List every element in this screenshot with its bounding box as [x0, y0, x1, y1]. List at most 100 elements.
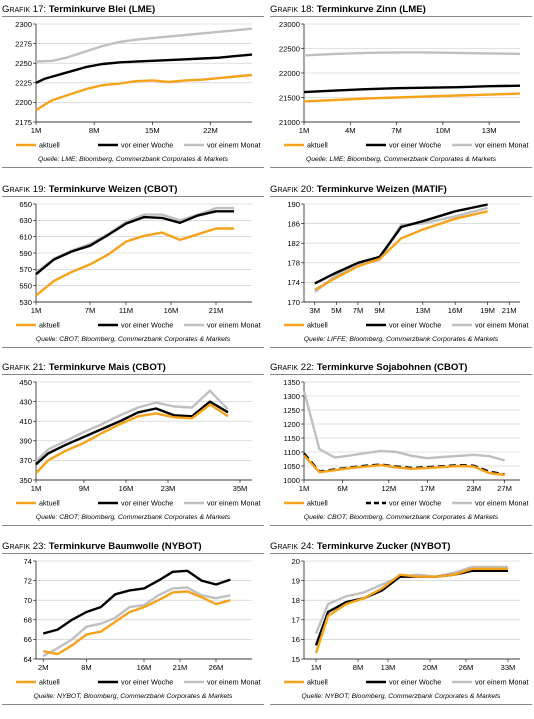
chart-svg: 64 66 68 70 72 74 2M 8M 16M 21M 26M aktuell vor eine…	[16, 557, 261, 687]
x-tick-label: 21M	[173, 663, 188, 672]
chart-title: Grafik 20: Terminkurve Weizen (MATIF)	[270, 184, 532, 197]
series-line-woche	[35, 53, 253, 84]
y-tick-label: 370	[19, 456, 32, 465]
title-rule	[2, 553, 264, 554]
series-line-aktuell	[35, 73, 253, 112]
x-tick-label: 9M	[374, 306, 385, 315]
legend-label: vor einer Woche	[389, 321, 441, 330]
chart-title-text: Terminkurve Weizen (CBOT)	[48, 184, 178, 195]
y-tick-label: 410	[19, 417, 32, 426]
x-tick-label: 10M	[435, 126, 450, 135]
chart-number: Grafik 18:	[270, 4, 315, 15]
y-tick-label: 178	[287, 259, 300, 268]
chart-number: Grafik 22:	[270, 362, 315, 373]
chart-panel-p22: Grafik 22: Terminkurve Sojabohnen (CBOT)…	[270, 362, 532, 540]
title-rule	[270, 374, 532, 375]
chart-panel-p23: Grafik 23: Terminkurve Baumwolle (NYBOT)…	[2, 541, 264, 719]
chart-title-text: Terminkurve Sojabohnen (CBOT)	[316, 362, 468, 373]
y-tick-label: 22500	[279, 44, 300, 53]
x-tick-label: 6M	[337, 484, 348, 493]
title-rule	[270, 553, 532, 554]
chart-title-text: Terminkurve Mais (CBOT)	[48, 362, 166, 373]
y-tick-label: 530	[19, 298, 32, 307]
x-tick-label: 1M	[31, 484, 42, 493]
x-tick-label: 15M	[145, 126, 160, 135]
x-tick-label: 9M	[79, 484, 90, 493]
legend-label: vor einer Woche	[389, 141, 441, 150]
legend-label: aktuell	[39, 499, 60, 508]
y-tick-label: 70	[24, 596, 32, 605]
y-tick-label: 68	[24, 616, 32, 625]
series-line-aktuell	[35, 227, 234, 297]
x-tick-label: 12M	[381, 484, 396, 493]
legend-label: vor einem Monat	[475, 678, 529, 687]
series-line-woche	[42, 569, 231, 635]
y-tick-label: 186	[287, 219, 300, 228]
legend-label: aktuell	[307, 678, 328, 687]
y-tick-label: 1250	[283, 406, 300, 415]
y-tick-label: 350	[19, 476, 32, 485]
chart-panel-p24: Grafik 24: Terminkurve Zucker (NYBOT) 15 1…	[270, 541, 532, 719]
x-tick-label: 21M	[209, 306, 224, 315]
chart-source: Quelle: NYBOT; Bloomberg, Commerzbank Co…	[33, 693, 233, 700]
x-tick-label: 2M	[38, 663, 49, 672]
series-line-aktuell	[35, 403, 229, 474]
y-tick-label: 20	[292, 557, 300, 566]
chart-svg: 170 174 178 182 186 190 3M 5M 7M 9M 13M 16M 19M 21M ak…	[284, 200, 529, 330]
x-tick-label: 4M	[345, 126, 356, 135]
chart-source: Quelle: CBOT; Bloomberg, Commerzbank Cor…	[35, 336, 231, 343]
legend-label: vor einem Monat	[207, 499, 261, 508]
y-tick-label: 18	[292, 596, 300, 605]
series-line-monat	[35, 206, 234, 274]
series-line-monat	[314, 206, 488, 294]
y-tick-label: 16	[292, 635, 300, 644]
chart-number: Grafik 23:	[2, 541, 47, 552]
chart-panel-p20: Grafik 20: Terminkurve Weizen (MATIF) 170…	[270, 184, 532, 362]
y-tick-label: 2275	[15, 39, 32, 48]
x-tick-label: 7M	[353, 306, 364, 315]
x-tick-label: 35M	[233, 484, 248, 493]
bottom-rule	[270, 525, 532, 526]
title-rule	[270, 16, 532, 17]
chart-number: Grafik 24:	[270, 541, 315, 552]
chart-title-text: Terminkurve Blei (LME)	[48, 4, 156, 15]
legend-label: vor einem Monat	[475, 141, 529, 150]
x-tick-label: 16M	[137, 663, 152, 672]
legend-label: aktuell	[39, 321, 60, 330]
chart-title: Grafik 22: Terminkurve Sojabohnen (CBOT)	[270, 362, 532, 375]
x-tick-label: 11M	[119, 306, 133, 315]
legend-label: vor einem Monat	[207, 321, 261, 330]
x-tick-label: 16M	[164, 306, 179, 315]
chart-svg: 1000 1050 1100 1150 1200 1250 1300 1350 1M 6M 12M 1…	[283, 378, 528, 508]
x-tick-label: 7M	[391, 126, 402, 135]
x-tick-label: 8M	[353, 663, 364, 672]
chart-source: Quelle: CBOT; Bloomberg, Commerzbank Cor…	[303, 514, 499, 521]
x-tick-label: 33M	[501, 663, 516, 672]
y-tick-label: 2200	[15, 98, 32, 107]
x-tick-label: 19M	[480, 306, 495, 315]
title-rule	[270, 196, 532, 197]
legend-label: aktuell	[39, 141, 60, 150]
chart-title: Grafik 19: Terminkurve Weizen (CBOT)	[2, 184, 264, 197]
x-tick-label: 13M	[415, 306, 430, 315]
series-line-woche	[314, 203, 488, 285]
y-tick-label: 64	[24, 655, 32, 664]
x-tick-label: 1M	[299, 484, 310, 493]
legend-label: vor einer Woche	[121, 141, 173, 150]
chart-title-text: Terminkurve Zucker (NYBOT)	[316, 541, 451, 552]
legend-label: vor einer Woche	[389, 678, 441, 687]
chart-title: Grafik 18: Terminkurve Zinn (LME)	[270, 4, 532, 17]
y-tick-label: 21500	[279, 93, 300, 102]
chart-source: Quelle: CBOT; Bloomberg, Commerzbank Cor…	[35, 514, 231, 521]
legend-label: aktuell	[307, 321, 328, 330]
y-tick-label: 74	[24, 557, 32, 566]
legend-label: vor einer Woche	[121, 678, 173, 687]
y-tick-label: 1100	[284, 448, 300, 457]
series-line-monat	[35, 389, 229, 463]
chart-svg: 2175 2200 2225 2250 2275 2300 1M 8M 15M 22M aktuel…	[15, 20, 260, 150]
series-line-aktuell	[303, 92, 521, 103]
bottom-rule	[270, 167, 532, 168]
x-tick-label: 23M	[161, 484, 176, 493]
series-line-monat	[302, 390, 505, 462]
series-line-woche	[314, 569, 508, 646]
